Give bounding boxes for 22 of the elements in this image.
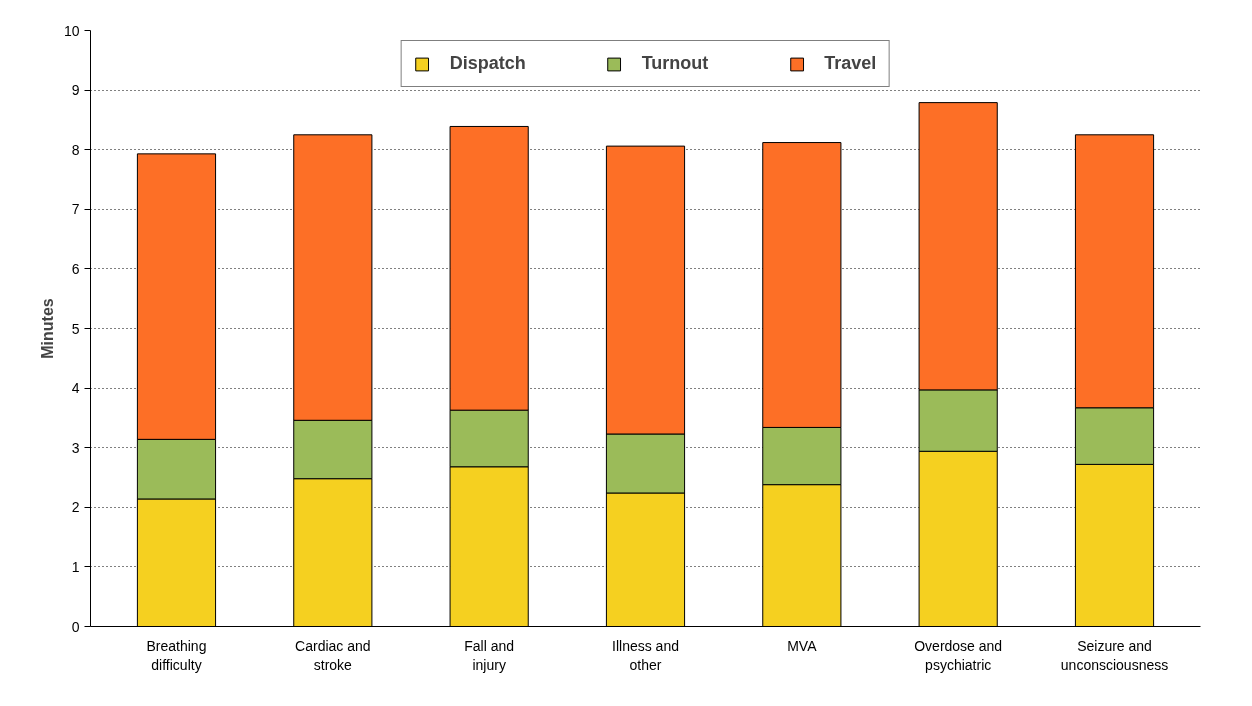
legend-label: Turnout xyxy=(641,53,709,74)
x-tick-label: Breathing difficulty xyxy=(146,637,207,673)
legend-label: Dispatch xyxy=(449,53,526,74)
y-tick-label: 7 xyxy=(71,201,80,218)
legend-label: Travel xyxy=(824,53,877,74)
x-tick-label: Overdose and psychiatric xyxy=(914,637,1003,673)
y-tick-label: 3 xyxy=(71,439,80,456)
y-tick-label: 5 xyxy=(71,320,80,337)
y-axis-title: Minutes xyxy=(38,298,56,359)
y-tick-label: 0 xyxy=(71,618,80,635)
x-tick-label: Fall and injury xyxy=(464,637,515,673)
y-tick-label: 8 xyxy=(71,141,80,158)
y-tick-label: 2 xyxy=(71,499,80,516)
x-tick-label: MVA xyxy=(787,637,818,654)
y-tick-label: 6 xyxy=(71,260,80,277)
y-tick-label: 9 xyxy=(71,82,80,99)
x-tick-label: Cardiac and stroke xyxy=(295,637,371,673)
y-tick-label: 10 xyxy=(63,22,80,39)
y-tick-label: 4 xyxy=(71,380,80,397)
y-tick-label: 1 xyxy=(71,558,80,575)
x-tick-label: Seizure and unconsciousness xyxy=(1060,637,1169,673)
x-tick-label: Illness and other xyxy=(612,637,679,673)
